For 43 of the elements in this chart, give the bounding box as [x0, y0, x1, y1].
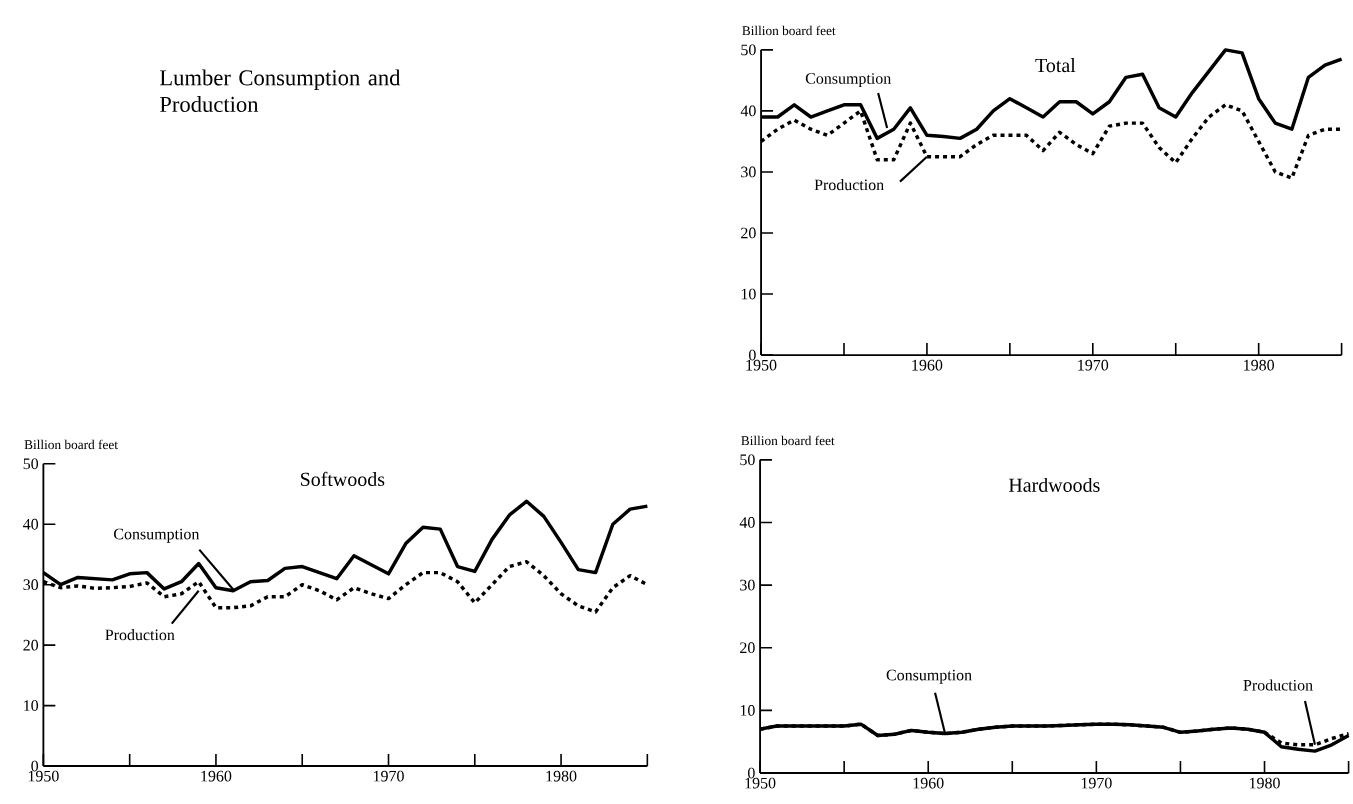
y-tick-label: 0 — [31, 760, 39, 772]
y-tick-label: 50 — [23, 458, 39, 470]
x-tick-label: 1950 — [745, 777, 776, 789]
annotation: Production — [105, 629, 175, 641]
y-tick-label: 40 — [739, 517, 755, 528]
y-tick-label: 10 — [24, 700, 39, 711]
chart-title: Softwoods — [301, 471, 385, 487]
y-axis-title: Billion board feet — [24, 439, 118, 450]
x-tick-label: 1960 — [201, 770, 232, 782]
text: Lumber Consumption and Production — [159, 69, 401, 113]
y-tick-label: 10 — [740, 705, 755, 716]
annotation: Production — [1243, 679, 1313, 691]
x-tick-label: 1980 — [1244, 359, 1275, 371]
y-tick-label: 40 — [23, 518, 39, 530]
y-axis-title: Billion board feet — [742, 25, 836, 36]
y-tick-label: 20 — [741, 227, 756, 239]
y-tick-label: 50 — [741, 44, 756, 56]
x-tick-label: 1960 — [912, 359, 943, 371]
annotation: Consumption — [805, 73, 891, 88]
y-tick-label: 0 — [749, 349, 756, 361]
y-tick-label: 30 — [23, 579, 39, 591]
y-tick-label: 30 — [741, 166, 756, 178]
chart-title: Total — [1035, 58, 1076, 73]
x-tick-label: 1950 — [28, 770, 59, 782]
annotation: Consumption — [886, 669, 972, 684]
x-tick-label: 1960 — [913, 777, 944, 789]
x-tick-label: 1970 — [373, 770, 404, 782]
y-tick-label: 0 — [748, 767, 755, 779]
y-tick-label: 10 — [741, 288, 756, 300]
x-tick-label: 1970 — [1078, 359, 1109, 371]
x-tick-label: 1980 — [1249, 777, 1280, 789]
y-tick-label: 20 — [23, 639, 39, 651]
x-tick-label: 1950 — [746, 359, 777, 371]
y-tick-label: 40 — [740, 105, 756, 117]
y-tick-label: 50 — [740, 454, 755, 466]
x-tick-label: 1980 — [546, 770, 577, 782]
x-tick-label: 1970 — [1081, 777, 1112, 789]
annotation: Consumption — [114, 528, 200, 543]
y-tick-label: 20 — [740, 642, 755, 654]
y-axis-title: Billion board feet — [741, 435, 835, 446]
text: Hardwoods — [1008, 477, 1100, 492]
y-tick-label: 30 — [740, 579, 755, 591]
annotation: Production — [814, 179, 884, 191]
